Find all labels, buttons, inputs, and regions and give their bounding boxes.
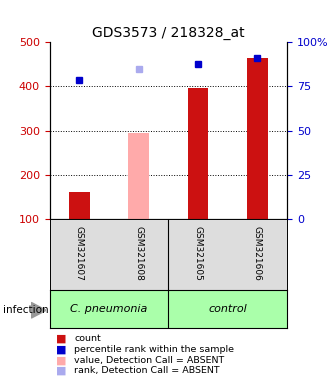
Text: ■: ■ bbox=[56, 355, 67, 365]
Text: infection: infection bbox=[3, 305, 49, 315]
Text: ■: ■ bbox=[56, 334, 67, 344]
Text: rank, Detection Call = ABSENT: rank, Detection Call = ABSENT bbox=[74, 366, 220, 376]
Text: GSM321607: GSM321607 bbox=[75, 226, 84, 281]
Bar bbox=[187, 88, 209, 219]
Text: ■: ■ bbox=[56, 344, 67, 354]
Text: GSM321605: GSM321605 bbox=[193, 226, 203, 281]
Title: GDS3573 / 218328_at: GDS3573 / 218328_at bbox=[92, 26, 245, 40]
Text: control: control bbox=[208, 304, 247, 314]
Text: count: count bbox=[74, 334, 101, 343]
Text: value, Detection Call = ABSENT: value, Detection Call = ABSENT bbox=[74, 356, 224, 365]
Polygon shape bbox=[31, 303, 46, 318]
Text: C. pneumonia: C. pneumonia bbox=[70, 304, 148, 314]
Bar bbox=[69, 192, 90, 219]
Text: ■: ■ bbox=[56, 366, 67, 376]
Text: GSM321608: GSM321608 bbox=[134, 226, 143, 281]
Bar bbox=[128, 133, 149, 219]
Text: percentile rank within the sample: percentile rank within the sample bbox=[74, 345, 234, 354]
Bar bbox=[247, 58, 268, 219]
Text: GSM321606: GSM321606 bbox=[253, 226, 262, 281]
